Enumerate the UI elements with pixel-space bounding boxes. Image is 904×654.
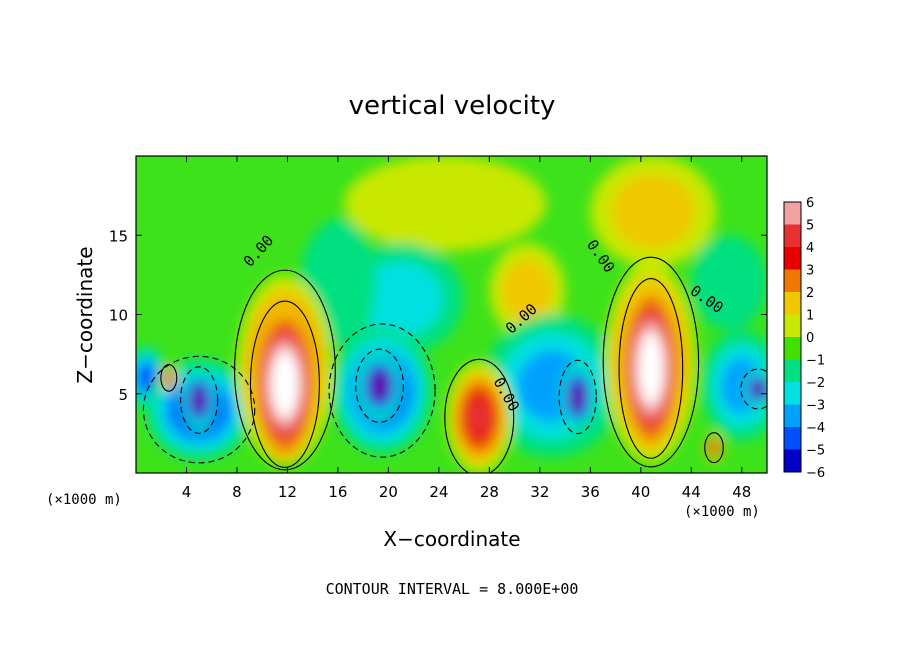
colorbar-label-7: −1 [806,354,825,369]
x-unit-right: (×1000 m) [684,504,760,520]
field-blob-16-band-6 [194,391,205,410]
contour-line-18 [558,359,597,435]
x-axis: 4 8 12 16 20 24 28 32 36 40 44 48 [182,156,751,501]
colorbar-label-6: 0 [806,331,814,346]
field-blob-6-band-4 [138,365,155,391]
colorbar-label-8: −2 [806,376,825,391]
field-blob-15-band-5 [711,442,717,453]
x-tick-label-7: 32 [530,483,549,501]
colorbar-band-11 [784,449,801,473]
colorbar-band-5 [784,314,801,338]
field-blob-4-band-2 [501,259,553,323]
contour-line-15 [704,432,724,464]
x-tick-label-2: 12 [278,483,297,501]
field-blob-17-band-6 [373,375,387,396]
contour-line-21 [618,277,684,459]
contour-line-7 [142,355,256,464]
colorbar-label-0: 6 [806,196,814,211]
field-blob-19-band-6 [753,383,763,395]
velocity-field [136,156,767,473]
y-axis-label: Z−coordinate [73,246,97,383]
contour-line-13 [444,358,515,473]
x-axis-label: X−coordinate [383,527,520,551]
colorbar-band-7 [784,359,801,383]
colorbar-band-4 [784,292,801,315]
x-tick-label-10: 44 [682,483,701,501]
x-tick-label-3: 16 [328,483,347,501]
colorbar-label-10: −4 [806,421,825,436]
contour-line-20 [249,300,320,469]
y-tick-label-2: 15 [109,227,128,245]
x-tick-label-11: 48 [732,483,751,501]
field-blob-21-band-6 [642,343,660,393]
contour-line-8 [328,323,436,458]
colorbar: 6 5 4 3 2 1 0 −1 −2 −3 −4 −5 −6 [783,196,825,481]
contour-interval-label: CONTOUR INTERVAL = 8.000E+00 [326,580,579,598]
x-tick-label-6: 28 [480,483,499,501]
colorbar-label-11: −5 [806,444,825,459]
contour-line-16 [179,366,219,434]
colorbar-label-1: 5 [806,219,814,234]
field-blob-20-band-6 [275,361,295,407]
field-blob-0-band-1 [344,156,547,252]
colorbar-band-0 [784,202,801,225]
chart-title: vertical velocity [349,91,556,121]
colorbar-band-1 [784,224,801,248]
x-tick-label-8: 36 [581,483,600,501]
colorbar-label-5: 1 [806,309,814,324]
field-blob-18-band-6 [572,386,583,407]
colorbar-band-2 [784,247,801,270]
field-blob-1-band-2 [611,174,696,249]
colorbar-label-3: 3 [806,264,814,279]
x-tick-label-5: 24 [429,483,448,501]
colorbar-band-10 [784,427,801,450]
contour-line-17 [355,348,404,423]
field-blob-2-band-2 [358,261,444,336]
field-blob-5-band-1 [691,235,767,331]
x-tick-label-9: 40 [631,483,650,501]
colorbar-band-6 [784,337,801,360]
x-tick-label-4: 20 [379,483,398,501]
contour-line-14 [160,364,178,392]
colorbar-band-9 [784,404,801,428]
x-tick-label-0: 4 [182,483,192,501]
y-axis: 5 10 15 [109,227,767,404]
colorbar-band-8 [784,382,801,405]
colorbar-frame [783,201,802,473]
x-tick-label-1: 8 [232,483,242,501]
contour-line-12 [602,256,700,468]
colorbar-label-2: 4 [806,241,814,256]
colorbar-label-4: 2 [806,286,814,301]
y-tick-label-0: 5 [118,386,128,404]
colorbar-band-3 [784,269,801,293]
colorbar-label-9: −3 [806,399,825,414]
x-unit-left: (×1000 m) [46,492,122,508]
colorbar-label-12: −6 [806,466,825,481]
contour-line-11 [234,269,336,471]
field-blob-14-band-5 [166,373,172,383]
field-blob-13-band-5 [468,399,491,437]
y-tick-label-1: 10 [109,307,128,325]
